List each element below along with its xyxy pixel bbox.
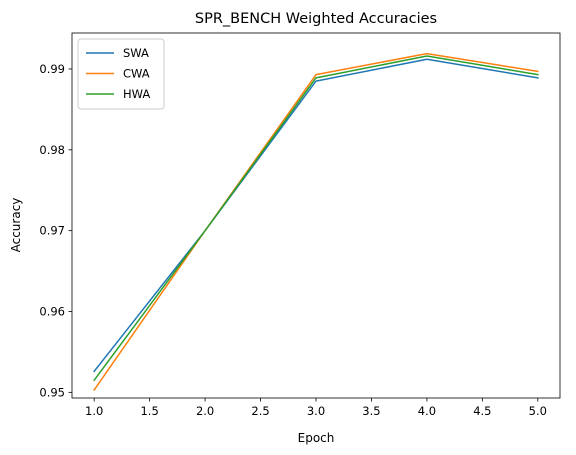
x-tick-label: 1.0 (85, 404, 103, 418)
legend-label-hwa: HWA (123, 87, 150, 101)
x-axis-label: Epoch (298, 431, 335, 445)
y-axis-label: Accuracy (9, 198, 23, 253)
x-tick-label: 4.5 (473, 404, 491, 418)
series-line-cwa (93, 52, 539, 391)
series-line-hwa (93, 55, 539, 382)
legend-label-cwa: CWA (123, 67, 150, 81)
x-tick-label: 2.0 (196, 404, 214, 418)
x-tick-label: 4.0 (418, 404, 436, 418)
chart-title: SPR_BENCH Weighted Accuracies (195, 11, 437, 27)
y-tick-label: 0.95 (39, 385, 65, 399)
x-tick-label: 5.0 (529, 404, 547, 418)
plot-area: 1.0 1.5 2.0 2.5 3.0 3.5 4.0 4.5 5.0 0.95 0.96 0.97 0… (39, 32, 561, 418)
x-tick-label: 3.0 (307, 404, 325, 418)
y-tick-label: 0.96 (39, 304, 65, 318)
x-tick-label: 3.5 (362, 404, 380, 418)
y-tick-label: 0.97 (39, 224, 65, 238)
legend-label-swa: SWA (123, 46, 149, 60)
x-tick-label: 1.5 (140, 404, 158, 418)
y-tick-label: 0.99 (39, 62, 65, 76)
series-line-swa (93, 58, 539, 373)
x-tick-label: 2.5 (251, 404, 269, 418)
legend-box (77, 38, 165, 110)
y-tick-label: 0.98 (39, 143, 65, 157)
